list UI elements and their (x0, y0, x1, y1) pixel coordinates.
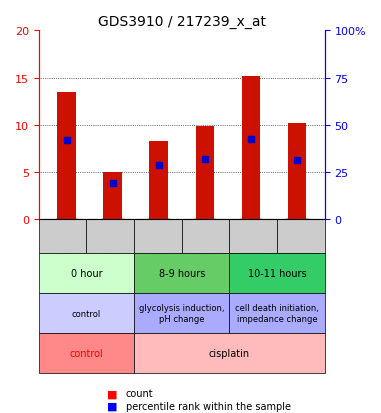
FancyBboxPatch shape (39, 293, 134, 333)
Text: control: control (70, 348, 103, 358)
FancyBboxPatch shape (134, 253, 229, 293)
Text: 8-9 hours: 8-9 hours (158, 268, 205, 278)
Bar (288, 123, 306, 219)
FancyBboxPatch shape (134, 219, 182, 253)
Text: glycolysis induction,
pH change: glycolysis induction, pH change (139, 304, 224, 323)
Title: GDS3910 / 217239_x_at: GDS3910 / 217239_x_at (98, 15, 266, 29)
FancyBboxPatch shape (39, 253, 134, 293)
FancyBboxPatch shape (229, 219, 277, 253)
Text: cisplatin: cisplatin (209, 348, 250, 358)
Text: percentile rank within the sample: percentile rank within the sample (126, 401, 291, 411)
Text: 0 hour: 0 hour (70, 268, 102, 278)
Text: ■: ■ (107, 401, 117, 411)
FancyBboxPatch shape (229, 253, 325, 293)
FancyBboxPatch shape (182, 219, 229, 253)
Text: control: control (72, 309, 101, 318)
Bar (242, 76, 260, 219)
FancyBboxPatch shape (229, 293, 325, 333)
Text: ■: ■ (107, 389, 117, 399)
FancyBboxPatch shape (86, 219, 134, 253)
FancyBboxPatch shape (39, 333, 134, 373)
FancyBboxPatch shape (134, 293, 229, 333)
FancyBboxPatch shape (39, 219, 86, 253)
FancyBboxPatch shape (134, 333, 325, 373)
FancyBboxPatch shape (277, 219, 325, 253)
Bar (149, 141, 168, 219)
Text: agent: agent (0, 412, 1, 413)
Text: metabolism: metabolism (0, 412, 1, 413)
Text: count: count (126, 389, 154, 399)
Text: 10-11 hours: 10-11 hours (248, 268, 306, 278)
Bar (57, 93, 76, 219)
Bar (195, 126, 214, 219)
Text: time: time (0, 412, 1, 413)
Bar (103, 172, 122, 219)
Text: cell death initiation,
impedance change: cell death initiation, impedance change (235, 304, 319, 323)
